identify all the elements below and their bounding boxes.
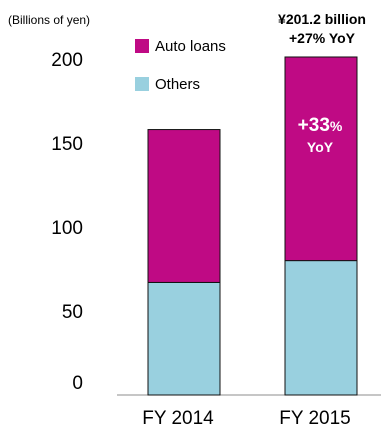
y-tick-label: 50 [62,302,83,323]
x-category-label: FY 2014 [142,408,214,429]
y-tick-label: 100 [51,218,83,239]
x-axis-labels: FY 2014 FY 2015 [142,408,350,429]
bar-segment-auto-loans [147,129,221,283]
auto-loans-growth-number: +33 [298,115,330,136]
total-annotation-line1: ¥201.2 billion [278,11,366,27]
y-tick-label: 0 [72,373,83,394]
legend-label: Others [155,76,200,93]
auto-loans-growth-value: +33% [298,115,343,136]
y-axis-ticks: 0 50 100 150 200 [51,50,83,394]
bar-segment-others [147,281,221,396]
legend-swatch [135,39,149,53]
total-annotation-line2: +27% YoY [289,30,356,46]
auto-loans-growth-unit: % [330,118,343,134]
y-tick-label: 150 [51,134,83,155]
legend: Auto loans Others [135,38,226,93]
auto-loans-growth-suffix: YoY [307,139,334,155]
bar-segment-auto-loans [284,56,358,262]
bars [147,56,358,396]
unit-label: (Billions of yen) [8,13,90,27]
legend-swatch [135,77,149,91]
annotations: ¥201.2 billion +27% YoY +33% YoY [278,11,366,155]
legend-label: Auto loans [155,38,226,55]
y-tick-label: 200 [51,50,83,71]
bar-segment-others [284,260,358,396]
x-category-label: FY 2015 [279,408,350,429]
